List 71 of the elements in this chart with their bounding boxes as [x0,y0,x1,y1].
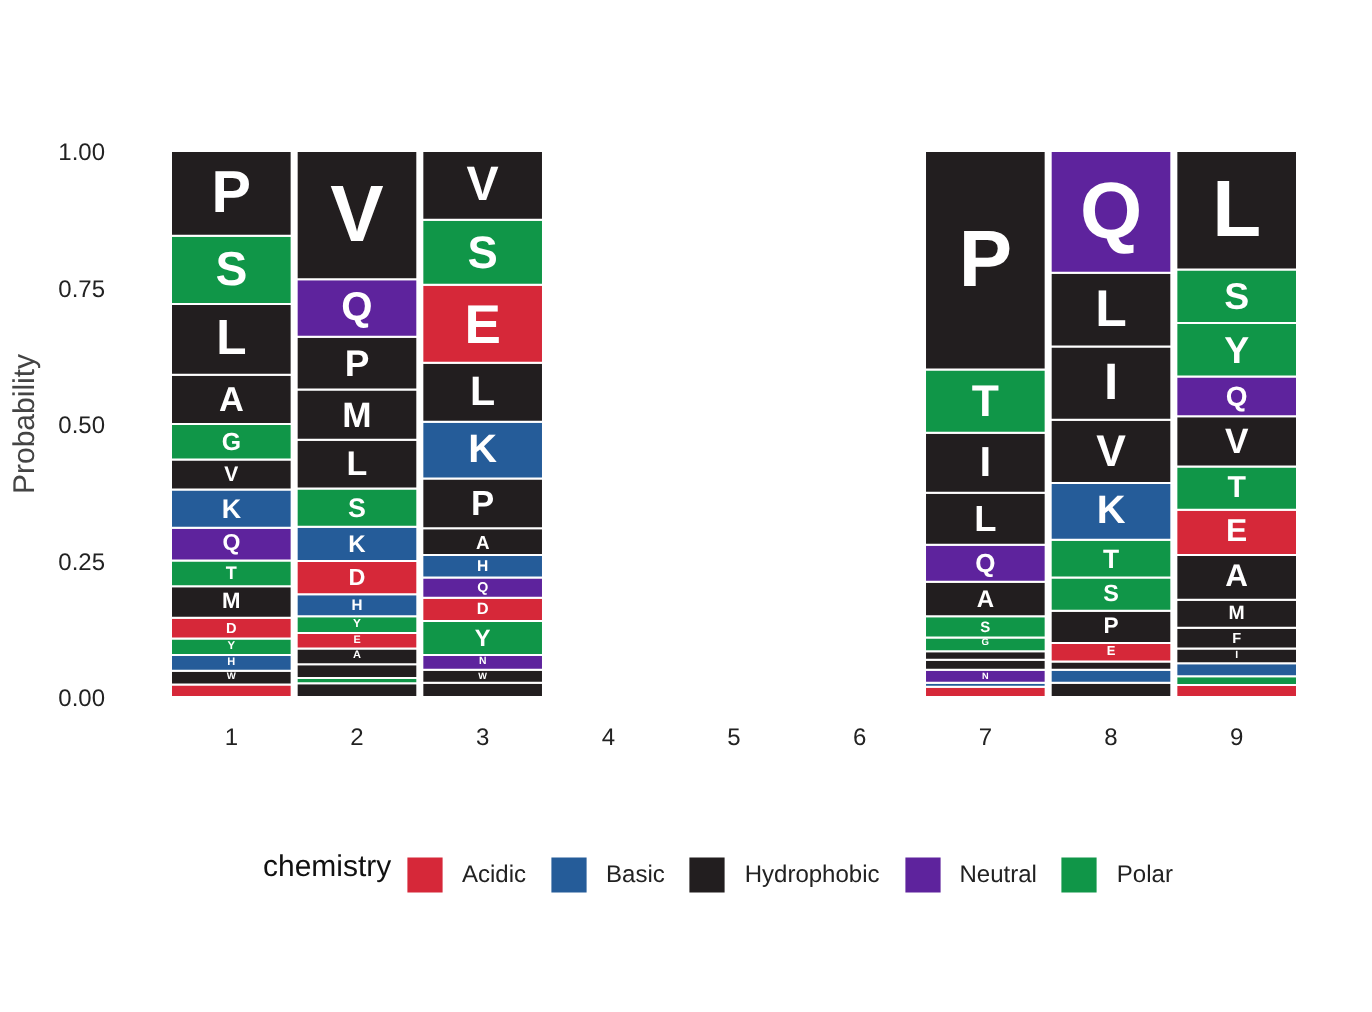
data-label: G [221,427,241,456]
data-label: V [330,171,385,260]
data-label: V [224,462,239,487]
legend-label: Neutral [959,860,1037,888]
data-label: I [1103,355,1119,412]
data-label: K [348,529,367,558]
data-label: A [1225,560,1249,595]
data-label: A [218,379,244,420]
data-label: T [1227,471,1248,506]
data-label: P [211,160,252,227]
y-axis-title: Probability [8,352,43,495]
data-label: S [467,226,498,279]
data-label: M [222,590,241,614]
data-label: S [1103,581,1120,608]
y-tick-label: 0.75 [58,274,106,303]
data-label: M [1228,602,1245,625]
x-tick-label: 4 [601,723,616,751]
data-label: P [471,483,495,524]
data-label: V [1224,421,1249,462]
data-label: A [976,584,995,613]
data-label: L [216,312,247,367]
data-label: L [470,369,496,416]
data-label: Y [474,624,491,653]
data-label: A [475,530,490,553]
data-label: P [958,216,1013,305]
data-label: T [225,563,238,584]
data-label: K [468,428,499,473]
data-label: Q [222,532,241,557]
x-tick-label: 5 [727,723,742,751]
data-label: Q [975,548,996,579]
data-label: V [1096,426,1127,477]
data-label: S [215,242,248,297]
x-tick-label: 2 [350,723,365,751]
y-tick-label: 0.50 [58,411,106,439]
data-label: L [1095,281,1127,338]
data-label: P [1103,614,1120,639]
data-label: M [342,394,372,435]
legend-title: chemistry [263,850,393,884]
x-tick-label: 1 [224,723,239,751]
data-label: E [464,292,501,355]
data-label: Q [1225,380,1248,413]
data-label: S [348,492,367,523]
y-tick-label: 1.00 [58,138,106,166]
data-label: S [1224,275,1250,318]
data-label: L [974,498,997,539]
data-label: T [1102,543,1120,574]
legend-label: Acidic [462,860,527,888]
data-label: D [476,600,489,619]
x-tick-label: 9 [1230,723,1244,751]
data-label: K [1096,489,1127,534]
data-label: L [1212,166,1262,255]
y-tick-label: 0.25 [58,547,106,576]
x-tick-label: 8 [1104,723,1119,751]
x-tick-label: 6 [853,723,867,751]
data-label: Y [1224,328,1251,371]
data-label: D [348,564,366,591]
y-tick-label: 0.00 [58,684,106,712]
data-label: V [466,158,499,213]
data-label: I [979,439,992,486]
data-label: Q [1079,167,1143,256]
data-label: L [346,445,368,484]
data-label: K [221,493,242,524]
data-label: Q [341,285,373,330]
legend-label: Polar [1116,860,1173,888]
legend-label: Basic [606,860,665,888]
x-tick-label: 3 [475,723,490,751]
legend-label: Hydrophobic [744,860,880,888]
x-tick-label: 7 [978,723,993,751]
data-label: T [971,376,1000,427]
data-label: P [344,342,370,385]
data-label: E [1226,515,1248,550]
